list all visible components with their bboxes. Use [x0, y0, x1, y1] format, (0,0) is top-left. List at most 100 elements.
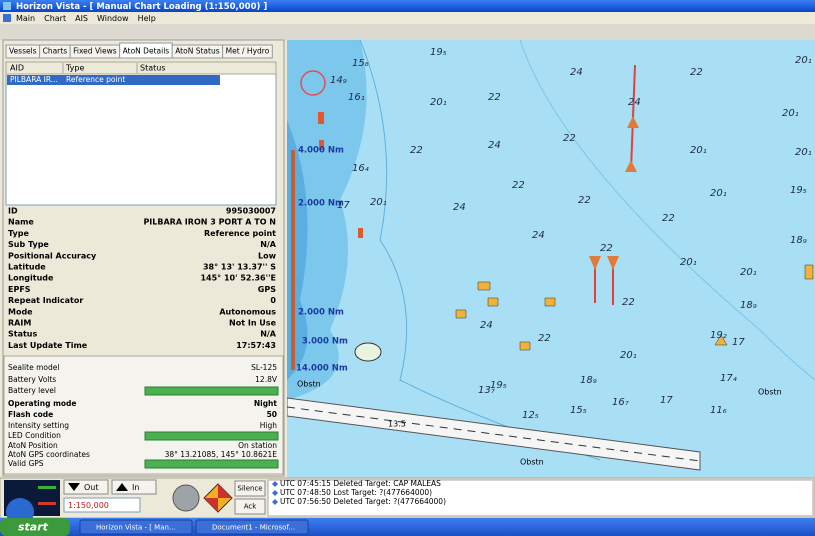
- app-icon: [3, 2, 11, 10]
- sealite-label: AtoN GPS coordinates: [8, 450, 90, 459]
- depth-sounding: 20₁: [690, 145, 707, 156]
- sealite-label: Operating mode: [8, 399, 77, 408]
- sealite-value: On station: [238, 441, 277, 450]
- detail-value: PILBARA IRON 3 PORT A TO N: [143, 218, 276, 227]
- range-label: 14.000 Nm: [296, 364, 348, 374]
- tab-label[interactable]: AtoN Details: [123, 47, 170, 56]
- sealite-label: Valid GPS: [8, 459, 44, 468]
- depth-sounding: 18₉: [790, 235, 807, 246]
- taskbar-item[interactable]: [195, 519, 309, 535]
- depth-sounding: 17: [732, 337, 745, 348]
- detail-value: Low: [258, 251, 277, 260]
- depth-sounding: 20₁: [680, 257, 697, 268]
- event-log: [267, 479, 814, 517]
- range-label: 2.000 Nm: [298, 199, 344, 209]
- sealite-label: Battery level: [8, 386, 56, 395]
- status-circle[interactable]: [172, 484, 200, 512]
- depth-sounding: 15₅: [570, 405, 587, 416]
- chart-area[interactable]: [287, 40, 815, 478]
- button-label[interactable]: Silence: [237, 485, 262, 493]
- depth-contour: [359, 40, 601, 461]
- sealite-label: Sealite model: [8, 363, 59, 372]
- menu-item[interactable]: Main: [16, 14, 35, 23]
- depth-sounding: 16₁: [348, 92, 365, 103]
- depth-sounding: 24: [570, 67, 583, 78]
- scale-value[interactable]: 1:150,000: [68, 501, 109, 510]
- tab-label[interactable]: Vessels: [9, 47, 37, 56]
- taskbar-label[interactable]: Horizon Vista - [ Man...: [96, 524, 176, 532]
- start-label[interactable]: start: [18, 521, 49, 534]
- depth-sounding: 20₁: [710, 188, 727, 199]
- depth-contour: [519, 40, 815, 381]
- ack-button[interactable]: [234, 498, 266, 515]
- indicator-red: [38, 502, 56, 505]
- menu-item[interactable]: Window: [97, 14, 129, 23]
- depth-sounding: 20₁: [370, 197, 387, 208]
- depth-sounding: 22: [538, 333, 551, 344]
- button-label[interactable]: In: [132, 483, 139, 492]
- detail-value: Autonomous: [219, 307, 276, 316]
- aton-symbols[interactable]: [455, 264, 814, 351]
- depth-sounding: 17₄: [720, 373, 737, 384]
- start-button[interactable]: [0, 518, 70, 536]
- window-title: Horizon Vista - [ Manual Chart Loading (…: [16, 2, 267, 12]
- scale-box[interactable]: [63, 497, 141, 513]
- sealite-value: 12.8V: [255, 375, 278, 384]
- down-arrow: [68, 483, 80, 491]
- detail-label: Type: [8, 229, 29, 238]
- target-ring: [300, 70, 326, 96]
- detail-label: Longitude: [8, 274, 54, 283]
- list-cell[interactable]: Reference point: [66, 75, 125, 84]
- depth-sounding: 19₂: [710, 330, 727, 341]
- depth-sounding: 20₁: [795, 55, 812, 66]
- button-label[interactable]: Out: [84, 483, 99, 492]
- menu-item[interactable]: Help: [138, 14, 156, 23]
- chart-note: 13.5: [388, 420, 406, 429]
- taskbar-item[interactable]: [79, 519, 193, 535]
- taskbar-label[interactable]: Document1 - Microsof...: [212, 524, 295, 532]
- depth-sounding: 22: [488, 92, 501, 103]
- depth-sounding: 22: [622, 297, 635, 308]
- detail-value: Not In Use: [229, 319, 277, 328]
- silence-button[interactable]: [234, 480, 266, 497]
- tab-label[interactable]: Met / Hydro: [226, 47, 270, 56]
- depth-sounding: 20₁: [430, 97, 447, 108]
- detail-value: 995030007: [226, 207, 276, 216]
- detail-label: Latitude: [8, 263, 46, 272]
- depth-sounding: 19₅: [430, 47, 447, 58]
- tab-label[interactable]: Fixed Views: [73, 47, 117, 56]
- menu-item[interactable]: AIS: [75, 14, 88, 23]
- menu-bar: [0, 12, 815, 24]
- buoy-marks: [589, 256, 619, 270]
- detail-value: 0: [270, 296, 276, 305]
- column-header: Status: [140, 64, 166, 73]
- tab-label[interactable]: AtoN Status: [175, 47, 220, 56]
- detail-label: RAIM: [8, 319, 31, 328]
- selected-row[interactable]: [7, 75, 220, 85]
- depth-sounding: 18₉: [580, 375, 597, 386]
- depth-sounding: 24: [453, 202, 466, 213]
- column-header: Type: [65, 64, 84, 73]
- status-bar: [144, 431, 279, 441]
- depth-sounding: 15₈: [352, 58, 369, 69]
- tab-label[interactable]: Charts: [43, 47, 68, 56]
- alarm-diamond-half: [204, 484, 232, 512]
- menu-item[interactable]: Chart: [44, 14, 66, 23]
- depth-sounding: 22: [600, 243, 613, 254]
- sealite-label: Battery Volts: [8, 375, 56, 384]
- tab[interactable]: [222, 44, 273, 59]
- sealite-label: Flash code: [8, 410, 53, 419]
- button-label[interactable]: Ack: [244, 503, 258, 511]
- shallow-area: [287, 40, 367, 400]
- column-header: AID: [10, 64, 24, 73]
- chart-note: Obstn: [520, 458, 544, 467]
- islet: [354, 342, 382, 362]
- depth-sounding: 19₅: [490, 380, 507, 391]
- depth-sounding: 17: [337, 200, 350, 211]
- range-label: 2.000 Nm: [298, 308, 344, 318]
- detail-value: 145° 10' 52.36''E: [200, 274, 276, 283]
- depth-sounding: 24: [628, 97, 641, 108]
- log-icon: [272, 490, 278, 496]
- list-cell[interactable]: PILBARA IR...: [10, 75, 58, 84]
- depth-sounding: 22: [690, 67, 703, 78]
